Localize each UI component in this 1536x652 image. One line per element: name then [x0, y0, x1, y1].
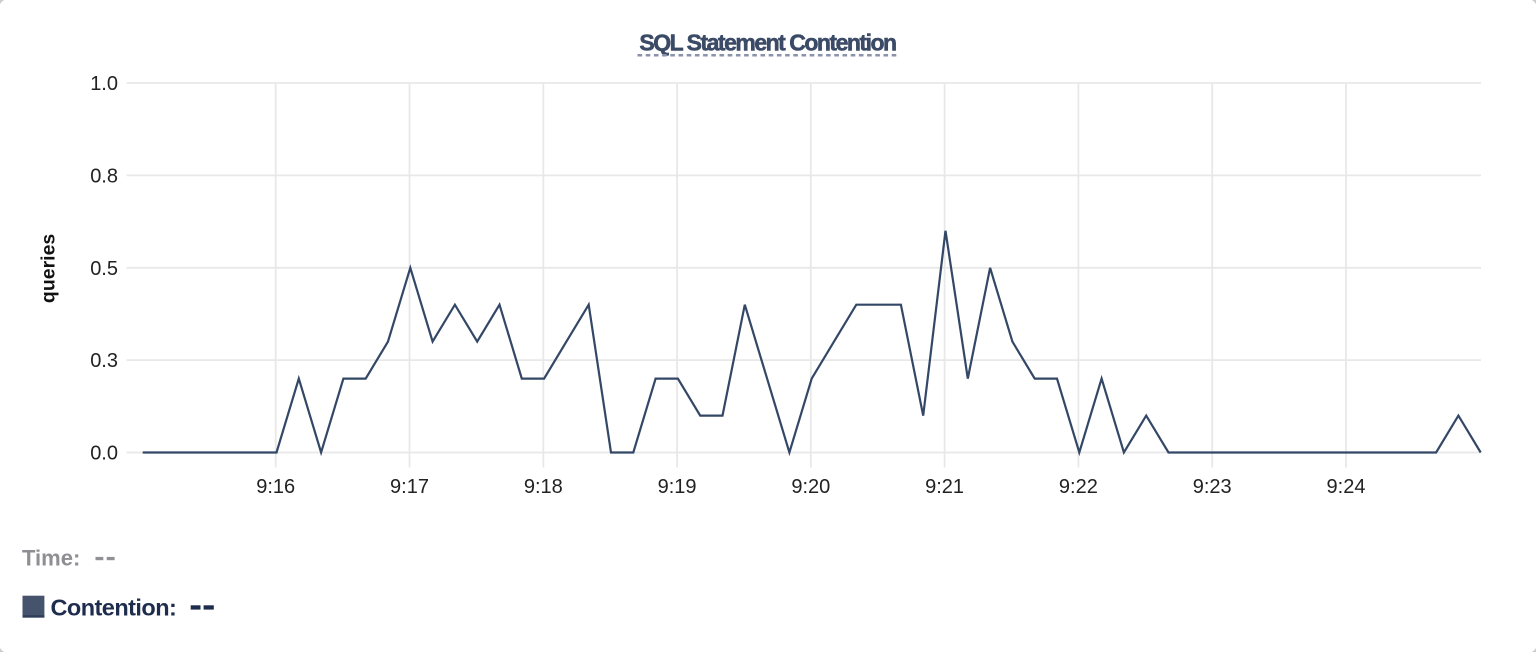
svg-text:1.0: 1.0 — [90, 73, 118, 95]
svg-text:SQL Statement Contention: SQL Statement Contention — [639, 30, 896, 56]
svg-text:Contention:: Contention: — [51, 595, 177, 621]
svg-text:0.5: 0.5 — [90, 258, 118, 280]
svg-text:9:18: 9:18 — [524, 476, 563, 498]
svg-text:0.0: 0.0 — [90, 443, 118, 465]
svg-text:9:24: 9:24 — [1327, 476, 1366, 498]
svg-text:9:23: 9:23 — [1193, 476, 1232, 498]
svg-text:9:16: 9:16 — [256, 476, 295, 498]
svg-text:0.3: 0.3 — [90, 350, 118, 372]
svg-text:9:19: 9:19 — [658, 476, 697, 498]
svg-text:9:17: 9:17 — [390, 476, 429, 498]
svg-text:9:20: 9:20 — [791, 476, 830, 498]
svg-text:9:21: 9:21 — [925, 476, 964, 498]
svg-text:Time:: Time: — [22, 546, 80, 571]
svg-text:9:22: 9:22 — [1059, 476, 1098, 498]
svg-text:queries: queries — [37, 234, 59, 304]
svg-text:0.8: 0.8 — [90, 165, 118, 187]
